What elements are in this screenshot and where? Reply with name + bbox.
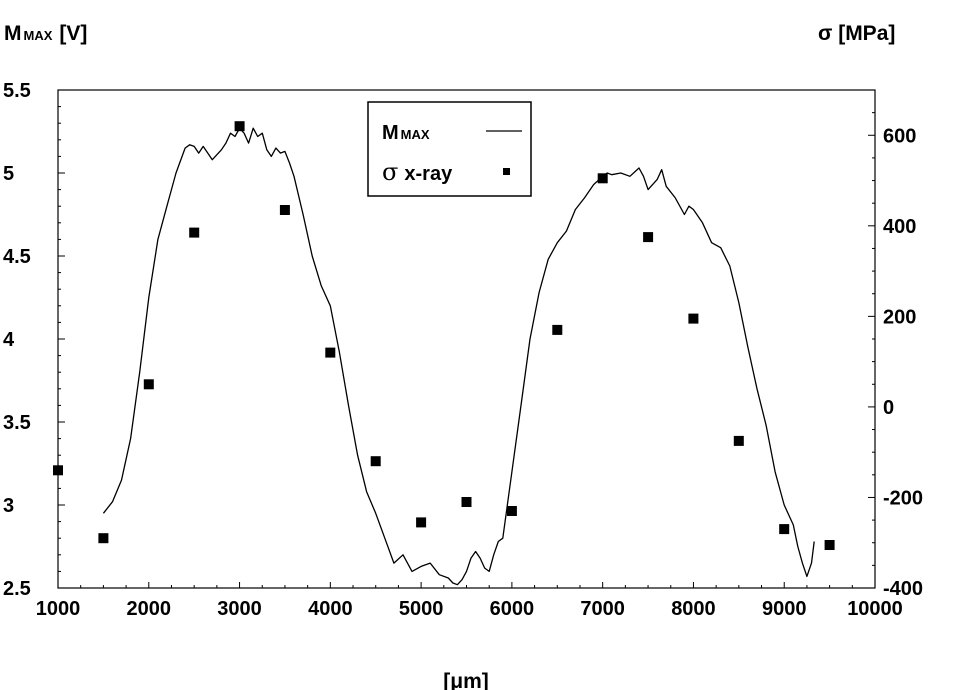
x-tick-label: 1000: [36, 598, 81, 620]
legend-entry-sigma-symbol: σ: [382, 158, 398, 186]
y-right-tick-label: 400: [883, 216, 916, 238]
data-point-sigma-xray: [597, 173, 608, 184]
data-point-sigma-xray: [234, 121, 245, 132]
x-axis-title: [μm]: [443, 670, 489, 690]
data-point-sigma-xray: [98, 533, 109, 544]
y-left-axis-title-main: M: [4, 22, 22, 45]
series-layer: [53, 121, 835, 586]
y-right-tick-label: -200: [883, 487, 923, 509]
y-right-tick-label: 600: [883, 125, 916, 147]
y-right-tick-label: -400: [883, 578, 923, 600]
y-right-tick-label: 0: [883, 397, 894, 419]
x-tick-label: 7000: [580, 598, 625, 620]
y-left-axis-title: M MAX [V]: [4, 22, 87, 45]
legend-entry-mmax-main: M: [382, 122, 399, 144]
y-right-axis-title: σ [MPa]: [818, 22, 895, 45]
y-left-tick-label: 4.5: [3, 246, 31, 268]
y-left-tick-label: 5.5: [3, 80, 31, 102]
y-left-tick-label: 4: [3, 329, 15, 351]
data-point-sigma-xray: [416, 517, 427, 528]
y-right-axis-ticks: -400 -200 0 200 400 600: [868, 112, 923, 600]
legend-entry-mmax-label: M MAX: [382, 122, 430, 144]
data-point-sigma-xray: [733, 435, 744, 446]
data-point-sigma-xray: [552, 324, 563, 335]
data-point-sigma-xray: [506, 506, 517, 516]
x-tick-label: 4000: [308, 598, 353, 620]
legend-entry-sigma-label: σ x-ray: [382, 158, 453, 186]
y-left-tick-label: 2.5: [3, 578, 31, 600]
y-left-tick-label: 3: [3, 495, 14, 517]
x-tick-label: 3000: [217, 598, 262, 620]
data-point-sigma-xray: [688, 313, 699, 324]
data-point-sigma-xray: [779, 524, 790, 535]
legend-entry-sigma-rest: x-ray: [404, 163, 453, 185]
x-tick-label: 9000: [762, 598, 807, 620]
x-tick-label: 6000: [490, 598, 535, 620]
y-left-axis-title-unit: [V]: [59, 22, 87, 45]
data-point-sigma-xray: [325, 347, 336, 358]
data-point-sigma-xray: [189, 227, 200, 238]
data-point-sigma-xray: [143, 379, 154, 390]
data-point-sigma-xray: [461, 497, 472, 507]
x-tick-label: 8000: [671, 598, 716, 620]
y-right-tick-label: 200: [883, 306, 916, 328]
legend: M MAX σ x-ray: [367, 101, 532, 197]
x-tick-label: 2000: [127, 598, 172, 620]
data-point-sigma-xray: [643, 232, 654, 243]
x-tick-label: 10000: [847, 598, 903, 620]
legend-entry-mmax-sub: MAX: [401, 127, 430, 142]
y-left-tick-label: 5: [3, 163, 14, 185]
legend-box: [367, 101, 532, 197]
y-left-axis-ticks: 2.5 3 3.5 4 4.5 5 5.5: [3, 80, 65, 600]
data-point-sigma-xray: [370, 456, 381, 467]
legend-marker-swatch: [503, 168, 510, 175]
series-line-mmax: [102, 127, 815, 586]
x-axis-ticks: 1000 2000 3000 4000 5000 6000 7000 8000 9000 1000…: [36, 582, 903, 620]
y-left-tick-label: 3.5: [3, 412, 31, 434]
y-left-axis-title-sub: MAX: [24, 28, 53, 43]
data-point-sigma-xray: [279, 205, 290, 215]
data-point-sigma-xray: [824, 540, 835, 550]
data-point-sigma-xray: [53, 465, 63, 476]
x-tick-label: 5000: [399, 598, 444, 620]
